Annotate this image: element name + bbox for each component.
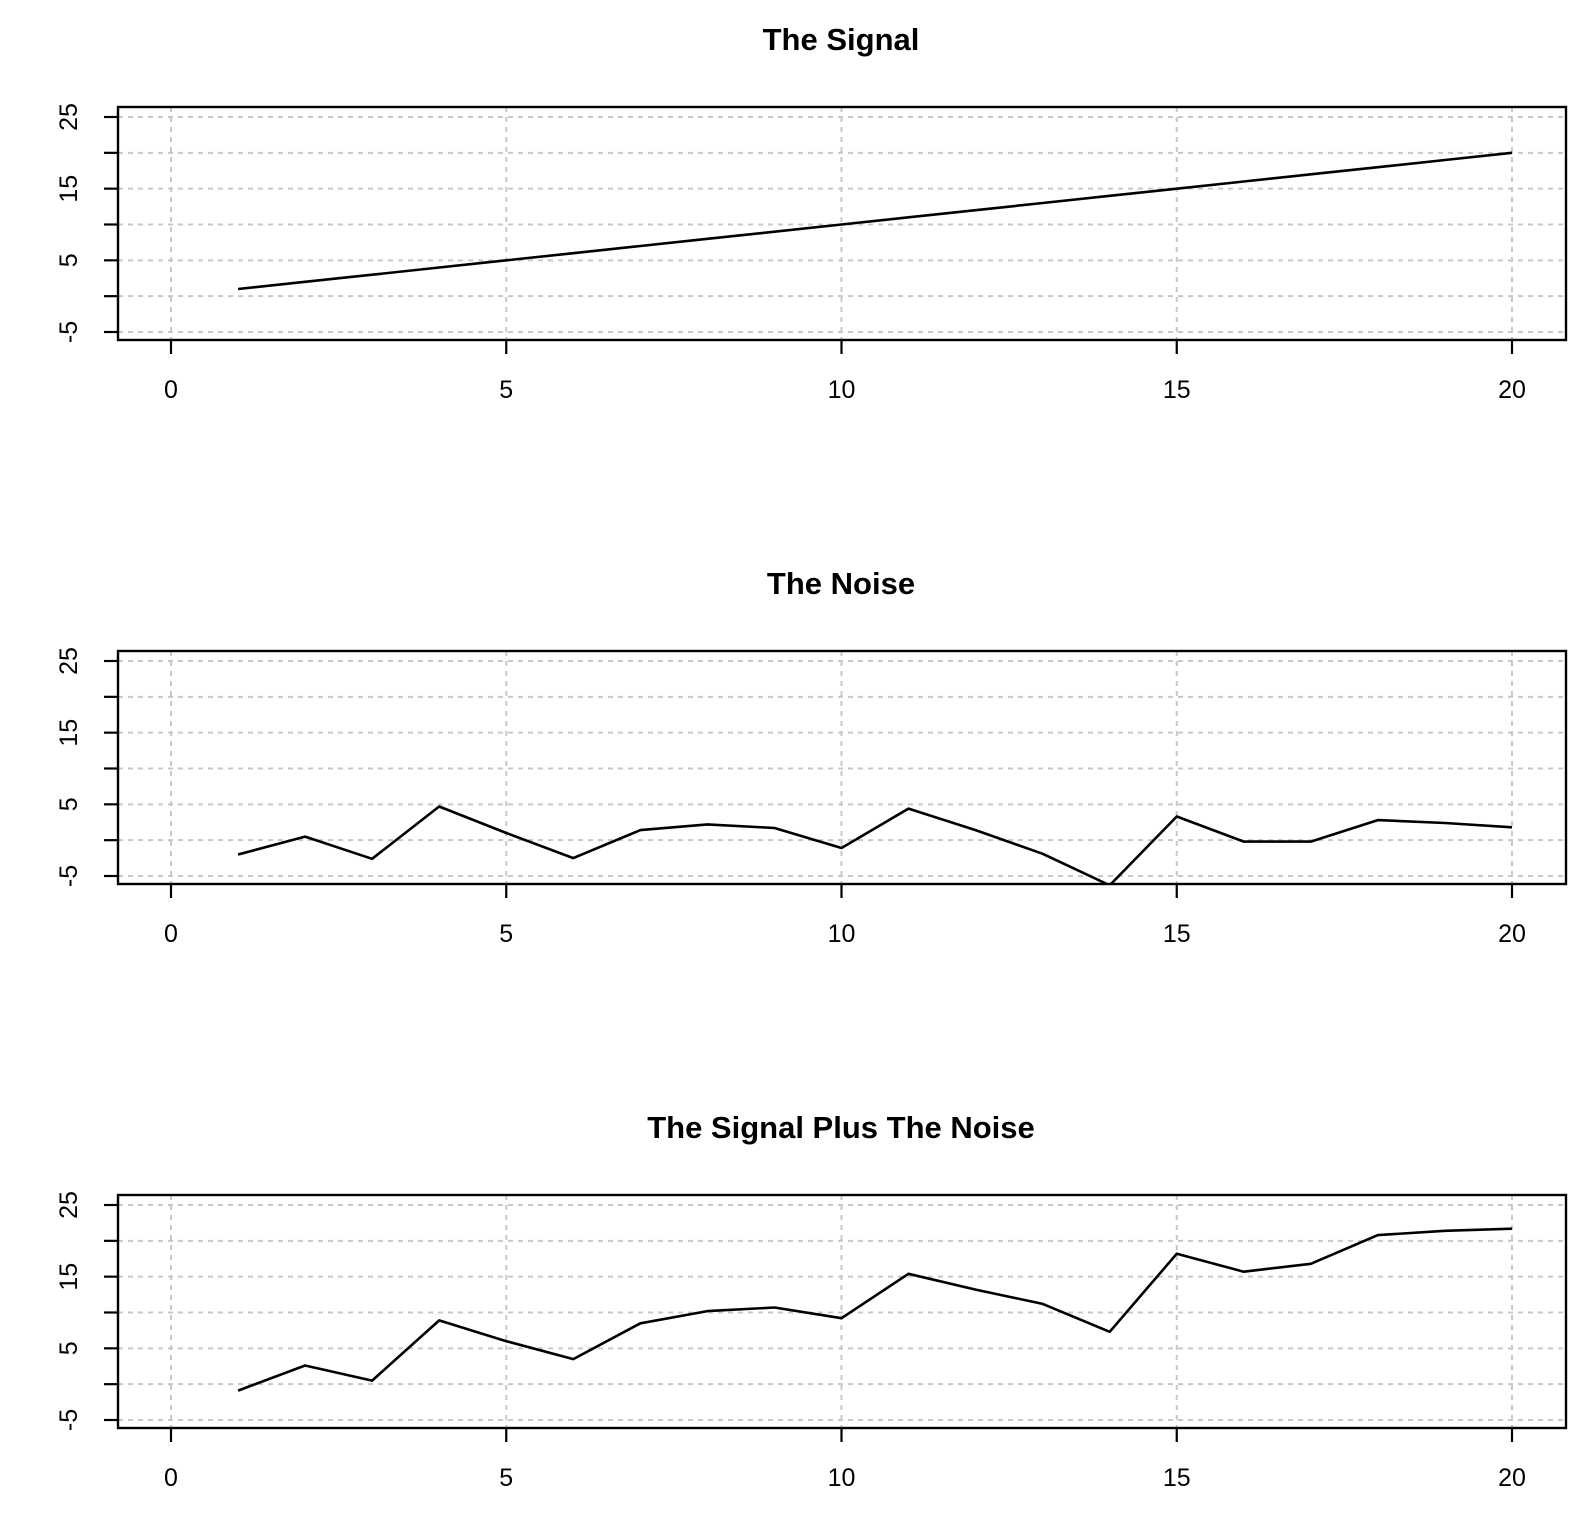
x-axis: 0 5 10 15 20 xyxy=(164,884,1526,948)
x-tick-label: 10 xyxy=(828,920,856,948)
series-line xyxy=(237,1227,1513,1392)
y-tick-label: 25 xyxy=(55,647,83,675)
x-tick-label: 0 xyxy=(164,920,178,948)
x-tick-label: 10 xyxy=(828,1464,856,1492)
y-axis: -5 5 15 25 xyxy=(55,647,118,887)
y-tick-label: 5 xyxy=(55,1341,83,1355)
chart-title: The Signal Plus The Noise xyxy=(647,1110,1035,1145)
y-axis: -5 5 15 25 xyxy=(55,1191,118,1431)
y-tick-label: 25 xyxy=(55,1191,83,1219)
x-tick-label: 5 xyxy=(499,1464,513,1492)
x-tick-label: 20 xyxy=(1498,376,1526,404)
chart-panel-1: 0 5 10 15 20 -5 5 15 25 The Signal xyxy=(55,22,1568,404)
x-tick-label: 20 xyxy=(1498,920,1526,948)
series-line xyxy=(237,151,1513,291)
y-tick-label: -5 xyxy=(55,1409,83,1431)
x-tick-label: 0 xyxy=(164,1464,178,1492)
y-axis: -5 5 15 25 xyxy=(55,103,118,343)
x-axis: 0 5 10 15 20 xyxy=(164,340,1526,404)
x-tick-label: 15 xyxy=(1163,920,1191,948)
y-tick-label: 5 xyxy=(55,797,83,811)
x-tick-label: 20 xyxy=(1498,1464,1526,1492)
y-tick-label: 25 xyxy=(55,103,83,131)
y-tick-label: 15 xyxy=(55,175,83,203)
x-tick-label: 5 xyxy=(499,376,513,404)
x-tick-label: 5 xyxy=(499,920,513,948)
chart-title: The Noise xyxy=(767,566,915,601)
chart-panel-3: 0 5 10 15 20 -5 5 15 25 The Signal Plus The Noise xyxy=(55,1110,1568,1492)
x-tick-label: 15 xyxy=(1163,376,1191,404)
y-tick-label: 5 xyxy=(55,253,83,267)
x-axis: 0 5 10 15 20 xyxy=(164,1428,1526,1492)
x-tick-label: 15 xyxy=(1163,1464,1191,1492)
y-tick-label: -5 xyxy=(55,321,83,343)
chart-title: The Signal xyxy=(763,22,920,57)
x-tick-label: 0 xyxy=(164,376,178,404)
y-tick-label: 15 xyxy=(55,1263,83,1291)
grid xyxy=(118,1195,1566,1428)
series-line xyxy=(237,805,1513,884)
x-tick-label: 10 xyxy=(828,376,856,404)
chart-panel-2: 0 5 10 15 20 -5 5 15 25 The Noise xyxy=(55,566,1568,948)
grid xyxy=(118,651,1566,884)
y-tick-label: -5 xyxy=(55,865,83,887)
y-tick-label: 15 xyxy=(55,719,83,747)
